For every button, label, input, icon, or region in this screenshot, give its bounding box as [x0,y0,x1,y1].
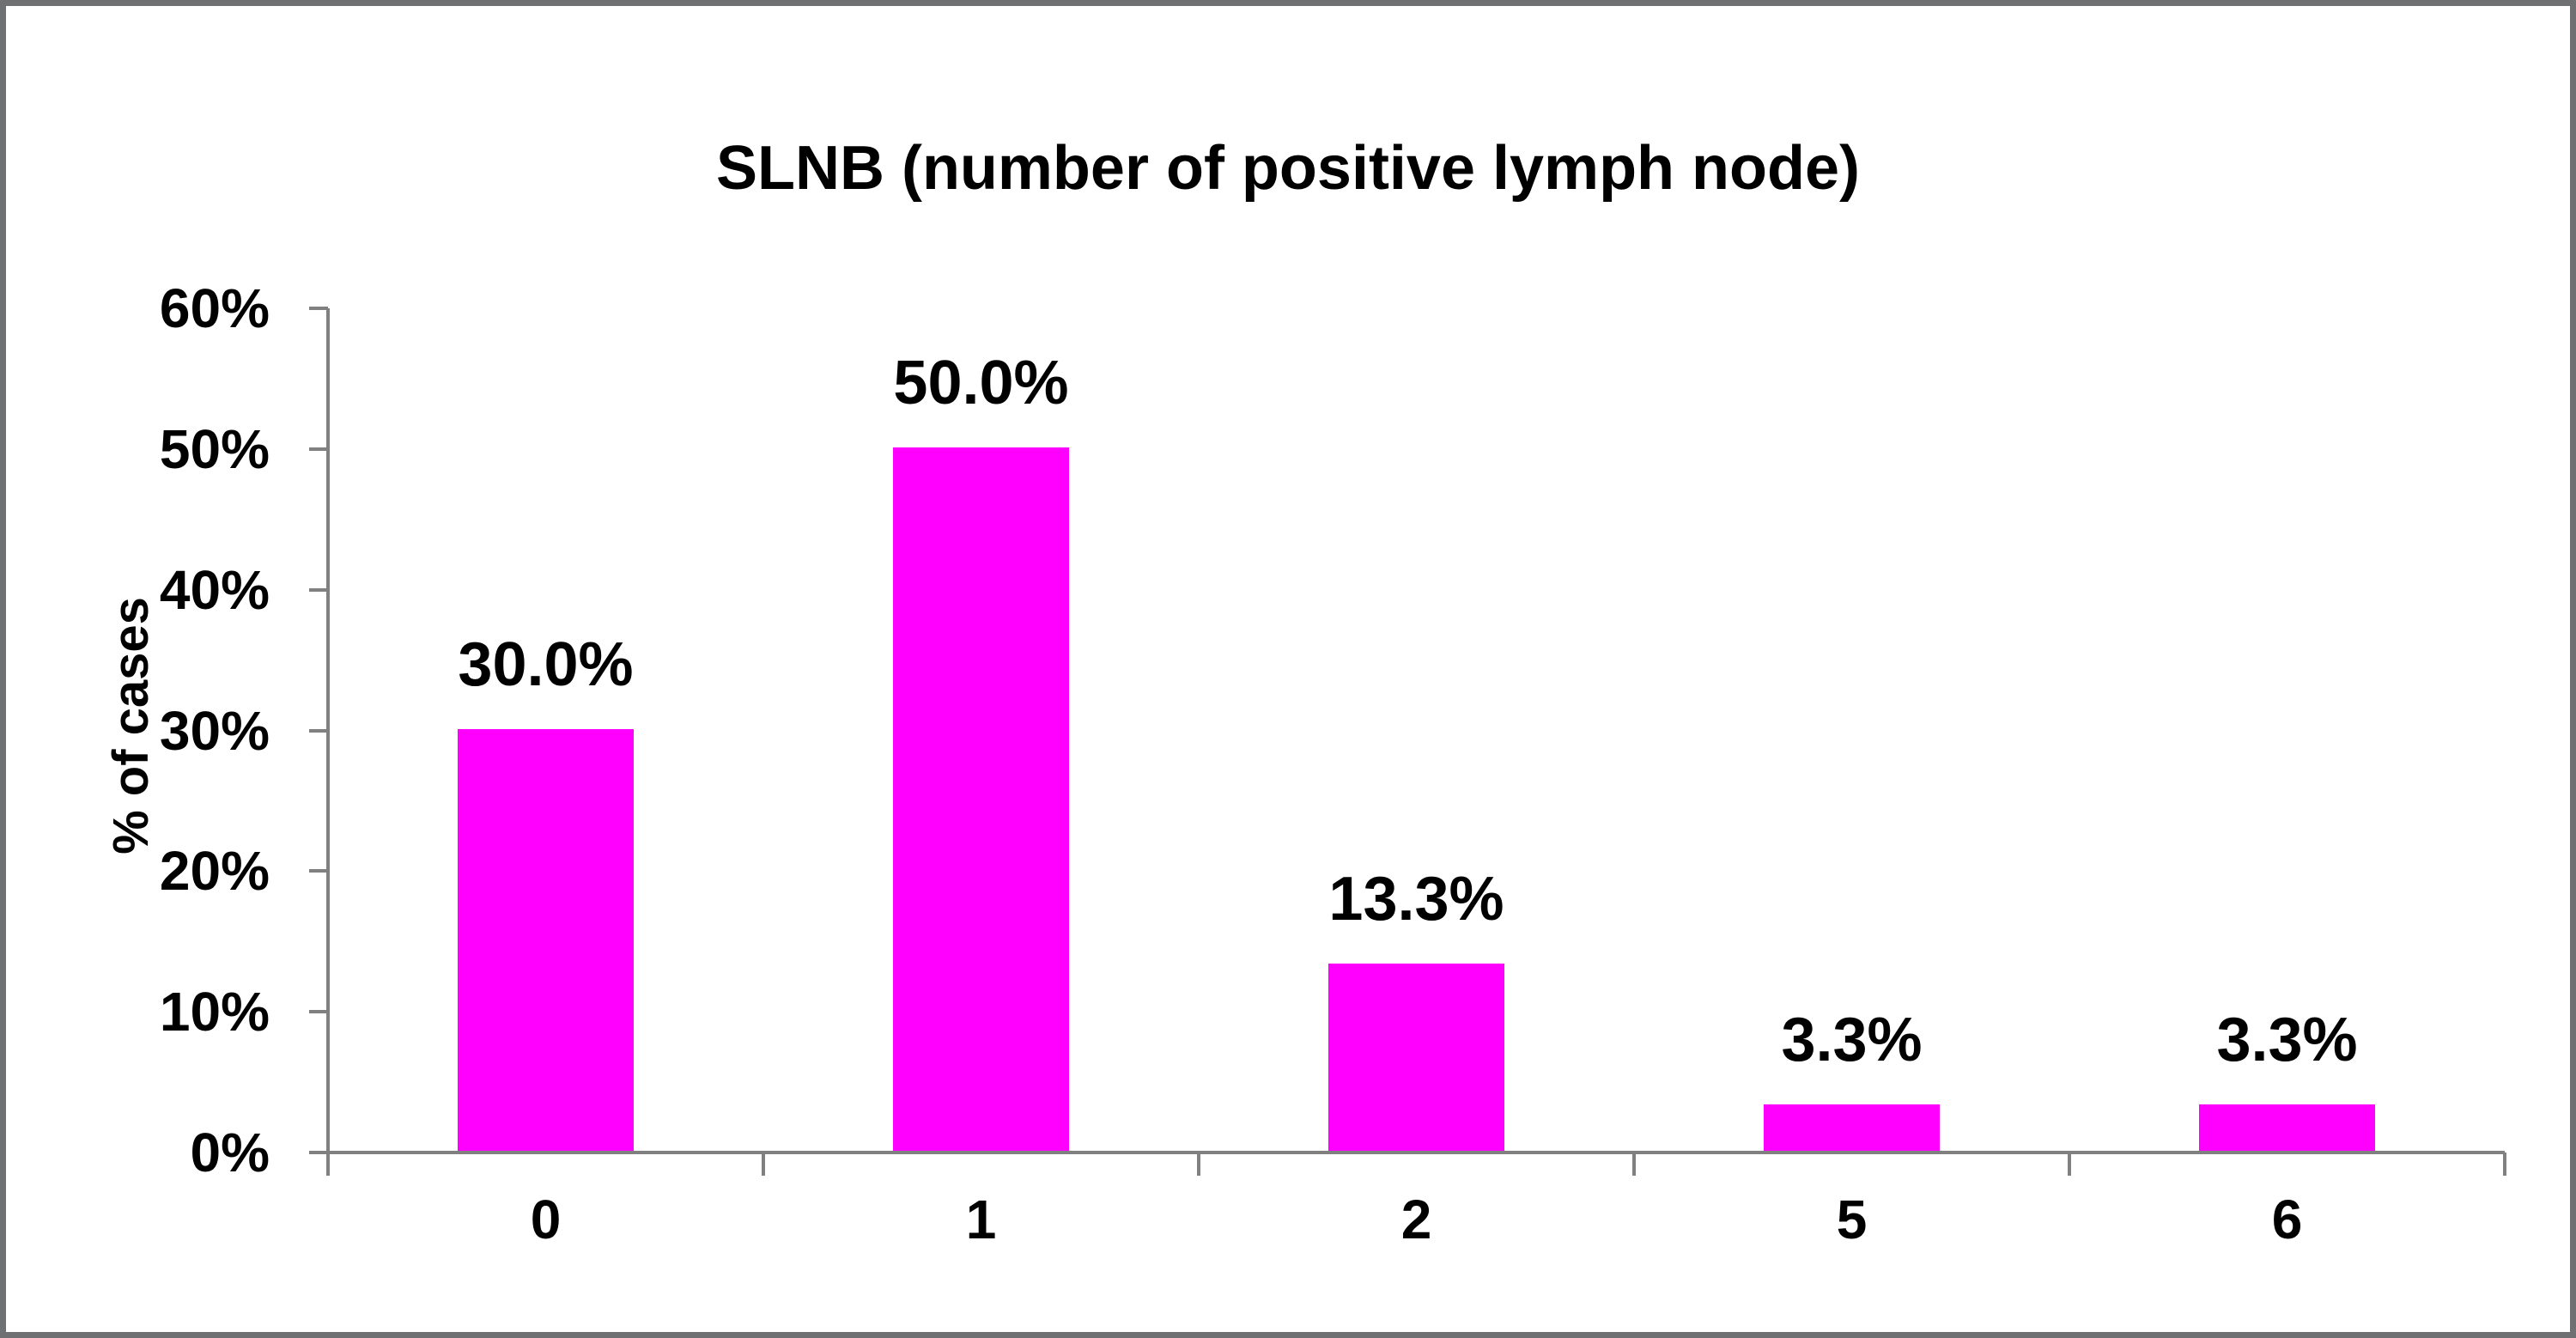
x-tick-mark [1632,1153,1636,1176]
bar-value-label: 50.0% [893,348,1069,417]
y-tick-mark [309,728,328,733]
x-axis-line [309,1151,2505,1154]
x-tick-mark [2068,1153,2071,1176]
x-tick-label: 1 [965,1189,997,1250]
bar [1328,964,1504,1151]
y-tick-mark [309,1010,328,1014]
x-tick-label: 0 [530,1189,562,1250]
y-tick-mark [309,1151,328,1154]
bar [458,728,634,1151]
bar-value-label: 3.3% [2216,1005,2358,1074]
x-tick-mark [762,1153,765,1176]
y-tick-label: 60% [159,277,270,339]
y-axis-line [326,308,330,1176]
bar [2199,1104,2375,1151]
y-tick-label: 10% [159,981,270,1043]
x-tick-label: 2 [1400,1189,1432,1250]
y-tick-mark [309,447,328,451]
y-tick-label: 30% [159,699,270,762]
y-tick-mark [309,869,328,873]
y-tick-label: 50% [159,417,270,480]
x-tick-label: 5 [1836,1189,1868,1250]
x-tick-mark [1197,1153,1200,1176]
x-tick-label: 6 [2271,1189,2303,1250]
bar [893,447,1069,1151]
y-tick-label: 0% [190,1122,270,1183]
x-tick-mark [2503,1153,2506,1176]
y-tick-label: 20% [159,840,270,903]
bar-value-label: 13.3% [1328,865,1504,934]
x-tick-mark [326,1153,330,1176]
y-tick-label: 40% [159,558,270,621]
chart-title: SLNB (number of positive lymph node) [715,134,1861,203]
y-tick-mark [309,587,328,592]
bar [1764,1104,1940,1151]
bar-value-label: 30.0% [458,629,634,699]
y-tick-mark [309,307,328,310]
bar-value-label: 3.3% [1781,1005,1923,1074]
